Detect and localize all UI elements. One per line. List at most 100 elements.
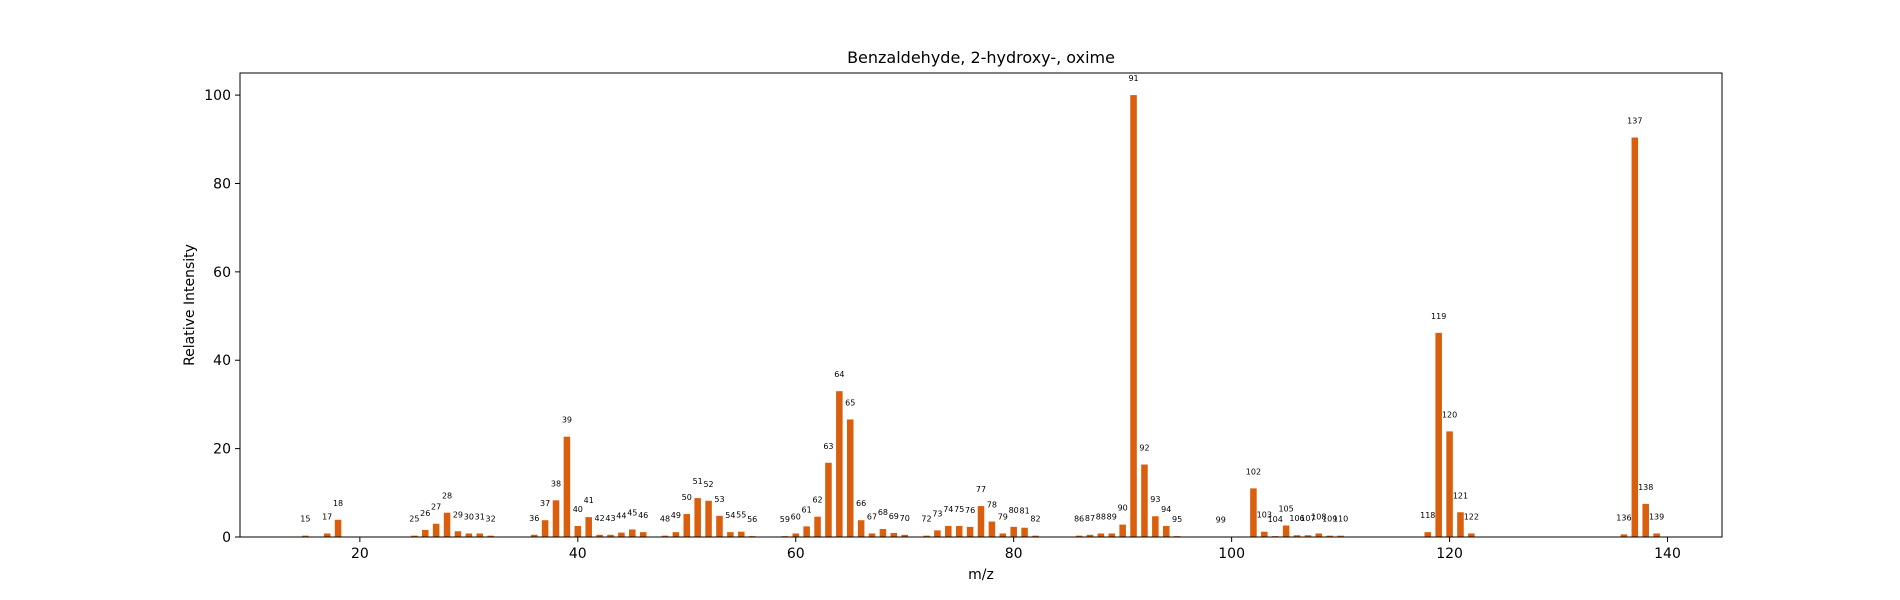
- bar-label-99: 99: [1216, 516, 1226, 525]
- bar-label-27: 27: [431, 503, 441, 512]
- bar-label-59: 59: [780, 515, 790, 524]
- bar-label-105: 105: [1278, 505, 1293, 514]
- x-tick-label-40: 40: [569, 546, 587, 562]
- bar-label-121: 121: [1453, 491, 1468, 500]
- bar-69: [890, 533, 898, 537]
- y-axis-ticks: 0 20 40 60 80 100: [204, 88, 240, 546]
- bar-label-26: 26: [420, 509, 430, 518]
- x-axis-title: m/z: [968, 567, 994, 583]
- bar-label-50: 50: [682, 493, 692, 502]
- bar-81: [1021, 527, 1028, 537]
- bar-48: [661, 535, 669, 537]
- bar-80: [1010, 526, 1017, 537]
- x-tick-label-20: 20: [351, 546, 369, 562]
- bar-label-75: 75: [954, 505, 964, 514]
- bar-label-92: 92: [1139, 444, 1149, 453]
- bar-27: [432, 523, 440, 537]
- bar-18: [334, 519, 342, 537]
- bar-label-103: 103: [1257, 511, 1272, 520]
- bar-label-53: 53: [714, 495, 724, 504]
- bar-50: [683, 514, 691, 537]
- bar-label-64: 64: [834, 370, 844, 379]
- bar-45: [629, 529, 636, 537]
- bar-label-88: 88: [1096, 512, 1106, 521]
- bar-label-51: 51: [693, 477, 703, 486]
- bar-label-90: 90: [1118, 504, 1128, 513]
- bar-label-95: 95: [1172, 515, 1182, 524]
- bar-label-65: 65: [845, 398, 855, 407]
- y-tick-label-60: 60: [213, 265, 231, 281]
- bar-label-79: 79: [998, 512, 1008, 521]
- bar-105: [1282, 525, 1290, 537]
- bar-label-15: 15: [300, 515, 310, 524]
- bar-73: [934, 530, 941, 537]
- bar-label-138: 138: [1638, 483, 1653, 492]
- chart-title: Benzaldehyde, 2-hydroxy-, oxime: [847, 48, 1115, 67]
- bar-102: [1250, 488, 1257, 537]
- bar-label-55: 55: [736, 511, 746, 520]
- bar-label-48: 48: [660, 515, 670, 524]
- bar-88: [1097, 533, 1105, 537]
- bar-118: [1424, 532, 1432, 537]
- bar-label-36: 36: [529, 514, 539, 523]
- bar-51: [694, 498, 701, 537]
- bar-label-56: 56: [747, 515, 757, 524]
- bar-52: [705, 500, 712, 537]
- bar-label-17: 17: [322, 512, 332, 521]
- bar-label-120: 120: [1442, 410, 1457, 419]
- bar-label-32: 32: [486, 515, 496, 524]
- bar-49: [672, 532, 680, 537]
- bar-76: [966, 526, 974, 537]
- bar-label-72: 72: [921, 515, 931, 524]
- bar-87: [1086, 534, 1094, 537]
- bar-40: [574, 525, 582, 537]
- bar-29: [454, 531, 462, 537]
- bar-label-44: 44: [616, 512, 626, 521]
- bar-72: [923, 535, 930, 537]
- bar-26: [421, 529, 429, 537]
- bar-label-49: 49: [671, 511, 681, 520]
- bar-label-86: 86: [1074, 515, 1084, 524]
- bar-39: [563, 436, 571, 537]
- bar-70: [901, 534, 908, 537]
- bar-60: [792, 533, 800, 537]
- bar-label-41: 41: [584, 496, 594, 505]
- bar-label-70: 70: [900, 514, 910, 523]
- bar-label-25: 25: [409, 515, 419, 524]
- y-tick-label-100: 100: [204, 88, 231, 104]
- y-tick-label-80: 80: [213, 176, 231, 192]
- bar-15: [302, 535, 309, 537]
- bar-label-107: 107: [1300, 514, 1315, 523]
- bar-label-66: 66: [856, 499, 866, 508]
- x-axis-ticks: 20 40 60 80 100 120 140: [351, 537, 1681, 562]
- bar-label-62: 62: [812, 496, 822, 505]
- bar-label-76: 76: [965, 506, 975, 515]
- bar-label-60: 60: [791, 512, 801, 521]
- bar-label-18: 18: [333, 499, 343, 508]
- bar-label-45: 45: [627, 508, 637, 517]
- bar-label-119: 119: [1431, 312, 1446, 321]
- bar-label-106: 106: [1289, 514, 1304, 523]
- bar-108: [1315, 533, 1323, 537]
- bar-38: [552, 500, 560, 537]
- bar-109: [1326, 535, 1333, 537]
- bar-label-61: 61: [802, 505, 812, 514]
- x-tick-label-140: 140: [1654, 546, 1681, 562]
- bar-label-93: 93: [1150, 495, 1160, 504]
- bar-46: [639, 532, 647, 537]
- bar-44: [618, 532, 625, 537]
- x-tick-label-120: 120: [1436, 546, 1463, 562]
- bar-139: [1653, 533, 1660, 537]
- bar-78: [988, 521, 996, 537]
- y-tick-label-0: 0: [222, 530, 231, 546]
- bar-label-89: 89: [1107, 512, 1117, 521]
- bar-55: [737, 531, 745, 537]
- bar-82: [1032, 535, 1039, 537]
- bar-label-91: 91: [1128, 74, 1138, 83]
- bar-label-37: 37: [540, 499, 550, 508]
- bar-137: [1631, 137, 1639, 537]
- bar-30: [465, 533, 473, 537]
- bar-label-110: 110: [1333, 515, 1348, 524]
- bar-43: [607, 534, 614, 537]
- bar-66: [857, 520, 865, 537]
